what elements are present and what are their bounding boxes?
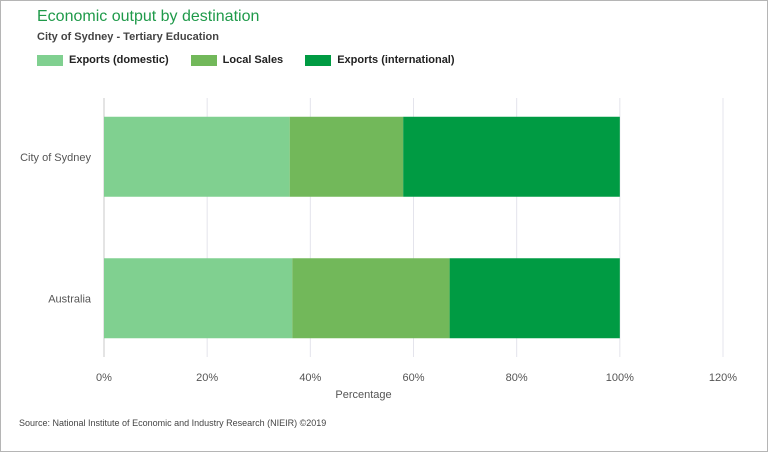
y-category-label: City of Sydney: [20, 152, 91, 164]
x-tick-label: 60%: [402, 372, 424, 384]
x-tick-label: 80%: [506, 372, 528, 384]
source-note: Source: National Institute of Economic a…: [19, 418, 327, 428]
plot-area: 0% 20% 40% 60% 80% 100% 120% City of Sydney Aust…: [20, 98, 737, 401]
x-axis-label: Percentage: [335, 389, 391, 401]
legend-label-local-sales: Local Sales: [222, 54, 284, 66]
legend: Exports (domestic) Local Sales Exports (…: [37, 54, 477, 66]
legend-item-exports-international[interactable]: Exports (international): [305, 54, 455, 66]
y-category-label: Australia: [48, 293, 92, 305]
legend-label-exports-domestic: Exports (domestic): [69, 54, 169, 66]
legend-item-local-sales[interactable]: Local Sales: [190, 54, 284, 66]
bar-segment: [292, 258, 450, 339]
chart-title: Economic output by destination: [37, 8, 260, 25]
bar-segment: [289, 116, 404, 197]
bar-segment: [403, 116, 620, 197]
bar-segment: [104, 258, 293, 339]
legend-swatch-exports-international: [305, 54, 332, 66]
bar-segment: [104, 116, 290, 197]
chart-subtitle: City of Sydney - Tertiary Education: [37, 31, 219, 43]
x-tick-label: 0%: [96, 372, 112, 384]
legend-swatch-exports-domestic: [37, 54, 63, 66]
legend-swatch-local-sales: [190, 54, 217, 66]
x-tick-label: 40%: [299, 372, 321, 384]
legend-label-exports-international: Exports (international): [337, 54, 455, 66]
x-tick-label: 100%: [606, 372, 634, 384]
x-tick-label: 120%: [709, 372, 737, 384]
bar-segment: [449, 258, 620, 339]
legend-item-exports-domestic[interactable]: Exports (domestic): [37, 54, 169, 66]
x-tick-label: 20%: [196, 372, 218, 384]
